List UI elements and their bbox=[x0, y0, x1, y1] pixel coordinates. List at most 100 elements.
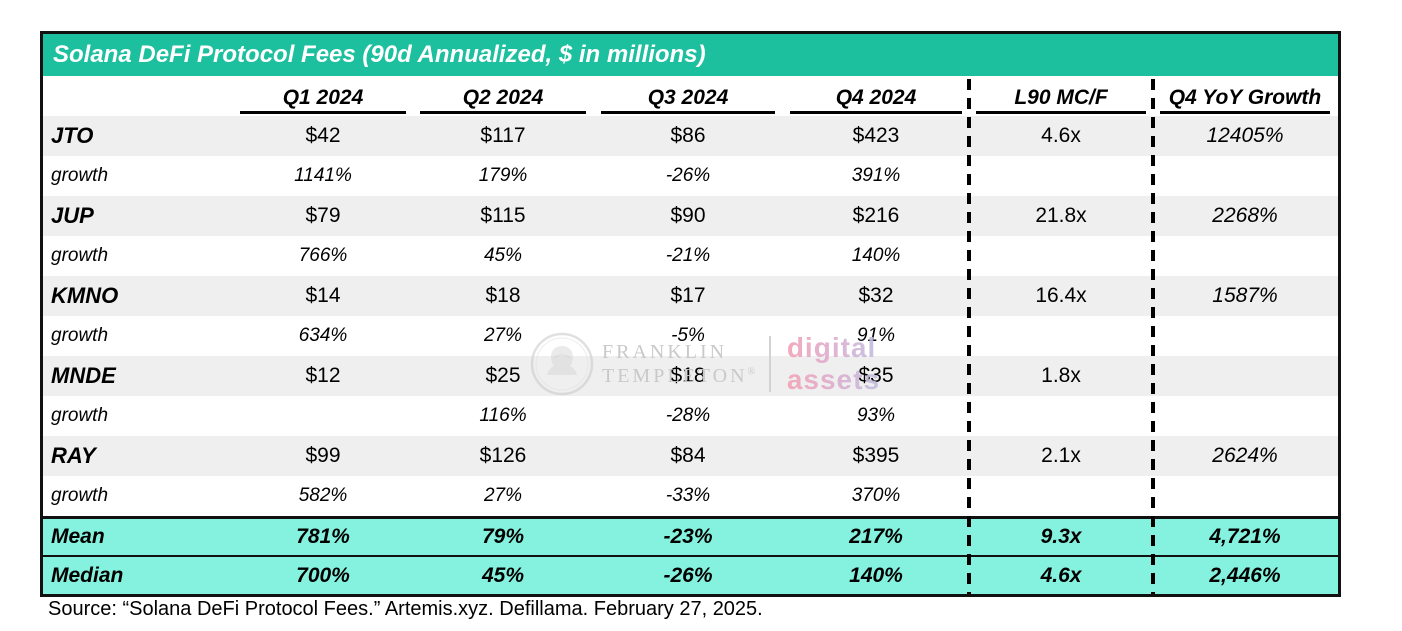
fee-value: $14 bbox=[305, 284, 341, 307]
table-row-ray-growth: growth 582% 27% -33% 370% bbox=[43, 476, 1338, 516]
fee-value: $25 bbox=[485, 364, 521, 387]
mcf-value: 2.1x bbox=[1041, 444, 1081, 467]
mcf-value: 1.8x bbox=[1041, 364, 1081, 387]
growth-value: 634% bbox=[298, 325, 348, 346]
summary-value: 700% bbox=[296, 563, 350, 587]
fee-value: $32 bbox=[858, 284, 894, 307]
header-underline bbox=[790, 111, 962, 114]
yoy-value: 2624% bbox=[1212, 444, 1278, 467]
fee-value: $90 bbox=[670, 204, 706, 227]
growth-value bbox=[1153, 476, 1337, 516]
protocol-name: KMNO bbox=[51, 283, 119, 308]
growth-value bbox=[969, 156, 1153, 196]
summary-label: Median bbox=[51, 563, 124, 587]
fee-value: $117 bbox=[480, 124, 526, 147]
growth-value bbox=[969, 396, 1153, 436]
fee-value: $216 bbox=[852, 204, 900, 227]
growth-value bbox=[1153, 396, 1337, 436]
fee-value: $18 bbox=[485, 284, 521, 307]
fee-value: $395 bbox=[852, 444, 900, 467]
fee-value: $423 bbox=[852, 124, 900, 147]
growth-value: 582% bbox=[298, 485, 348, 506]
fee-value: $84 bbox=[670, 444, 706, 467]
fee-value: $35 bbox=[858, 364, 894, 387]
protocol-name: RAY bbox=[51, 443, 96, 468]
table-row-ray: RAY $99 $126 $84 $395 2.1x 2624% bbox=[43, 436, 1338, 476]
growth-value: 45% bbox=[483, 245, 523, 266]
fee-value: $99 bbox=[305, 444, 341, 467]
growth-value: 27% bbox=[483, 325, 523, 346]
fee-value: $12 bbox=[305, 364, 341, 387]
protocol-name: MNDE bbox=[51, 363, 116, 388]
growth-value: 91% bbox=[856, 325, 896, 346]
growth-value: 27% bbox=[483, 485, 523, 506]
growth-value: 370% bbox=[851, 485, 901, 506]
growth-value bbox=[1153, 236, 1337, 276]
column-header-mcf: L90 MC/F bbox=[969, 76, 1153, 116]
growth-value: 766% bbox=[298, 245, 348, 266]
yoy-value: 2268% bbox=[1212, 204, 1278, 227]
summary-label: Mean bbox=[51, 525, 105, 548]
summary-value: 217% bbox=[849, 525, 903, 548]
table-row-mean: Mean 781% 79% -23% 217% 9.3x 4,721% bbox=[43, 516, 1338, 555]
column-header-q4: Q4 2024 bbox=[783, 76, 969, 116]
table-row-mnde-growth: growth 116% -28% 93% bbox=[43, 396, 1338, 436]
fee-value: $115 bbox=[480, 204, 526, 227]
mcf-value: 16.4x bbox=[1035, 284, 1087, 307]
growth-label: growth bbox=[51, 485, 109, 506]
yoy-value: 1587% bbox=[1212, 284, 1278, 307]
fees-table: Solana DeFi Protocol Fees (90d Annualize… bbox=[40, 31, 1341, 597]
table-title: Solana DeFi Protocol Fees (90d Annualize… bbox=[53, 41, 706, 68]
yoy-value bbox=[1153, 356, 1337, 396]
summary-value: 9.3x bbox=[1040, 525, 1082, 548]
table-row-mnde: MNDE $12 $25 $18 $35 1.8x bbox=[43, 356, 1338, 396]
summary-value: 4,721% bbox=[1209, 525, 1281, 548]
growth-value bbox=[1153, 316, 1337, 356]
growth-value: 140% bbox=[851, 245, 901, 266]
column-header-q3: Q3 2024 bbox=[593, 76, 783, 116]
growth-value: 1141% bbox=[294, 165, 352, 186]
growth-label: growth bbox=[51, 245, 109, 266]
growth-value: -26% bbox=[665, 165, 711, 186]
summary-value: 79% bbox=[481, 525, 525, 548]
fee-value: $86 bbox=[670, 124, 706, 147]
mcf-value: 4.6x bbox=[1041, 124, 1081, 147]
table-row-median: Median 700% 45% -26% 140% 4.6x 2,446% bbox=[43, 555, 1338, 594]
growth-label: growth bbox=[51, 325, 109, 346]
header-underline bbox=[976, 111, 1146, 114]
table-row-jto-growth: growth 1141% 179% -26% 391% bbox=[43, 156, 1338, 196]
summary-value: 140% bbox=[849, 563, 903, 587]
table-row-jto: JTO $42 $117 $86 $423 4.6x 12405% bbox=[43, 116, 1338, 156]
table-row-jup-growth: growth 766% 45% -21% 140% bbox=[43, 236, 1338, 276]
summary-value: -23% bbox=[663, 525, 713, 548]
growth-value: 93% bbox=[856, 405, 896, 426]
growth-value: 116% bbox=[479, 405, 527, 426]
fee-value: $18 bbox=[670, 364, 706, 387]
growth-value: 179% bbox=[478, 165, 528, 186]
header-underline bbox=[420, 111, 586, 114]
growth-value: -5% bbox=[671, 325, 705, 346]
growth-value bbox=[233, 396, 413, 436]
fee-value: $42 bbox=[305, 124, 341, 147]
column-header-row: Q1 2024 Q2 2024 Q3 2024 Q4 2024 L90 MC/F… bbox=[43, 76, 1338, 116]
column-header-q1: Q1 2024 bbox=[233, 76, 413, 116]
header-underline bbox=[240, 111, 406, 114]
growth-value bbox=[1153, 156, 1337, 196]
growth-value bbox=[969, 316, 1153, 356]
mcf-value: 21.8x bbox=[1035, 204, 1087, 227]
table-row-jup: JUP $79 $115 $90 $216 21.8x 2268% bbox=[43, 196, 1338, 236]
summary-value: 45% bbox=[481, 563, 525, 587]
fee-value: $79 bbox=[305, 204, 341, 227]
table-row-kmno: KMNO $14 $18 $17 $32 16.4x 1587% bbox=[43, 276, 1338, 316]
growth-value bbox=[969, 236, 1153, 276]
yoy-value: 12405% bbox=[1206, 124, 1284, 147]
growth-label: growth bbox=[51, 165, 109, 186]
growth-value: -21% bbox=[665, 245, 711, 266]
column-header-yoy: Q4 YoY Growth bbox=[1153, 76, 1337, 116]
column-header-q2: Q2 2024 bbox=[413, 76, 593, 116]
table-title-bar: Solana DeFi Protocol Fees (90d Annualize… bbox=[43, 34, 1338, 76]
growth-value: 391% bbox=[851, 165, 901, 186]
header-underline bbox=[600, 111, 776, 114]
table-row-kmno-growth: growth 634% 27% -5% 91% bbox=[43, 316, 1338, 356]
header-underline bbox=[1160, 111, 1330, 114]
